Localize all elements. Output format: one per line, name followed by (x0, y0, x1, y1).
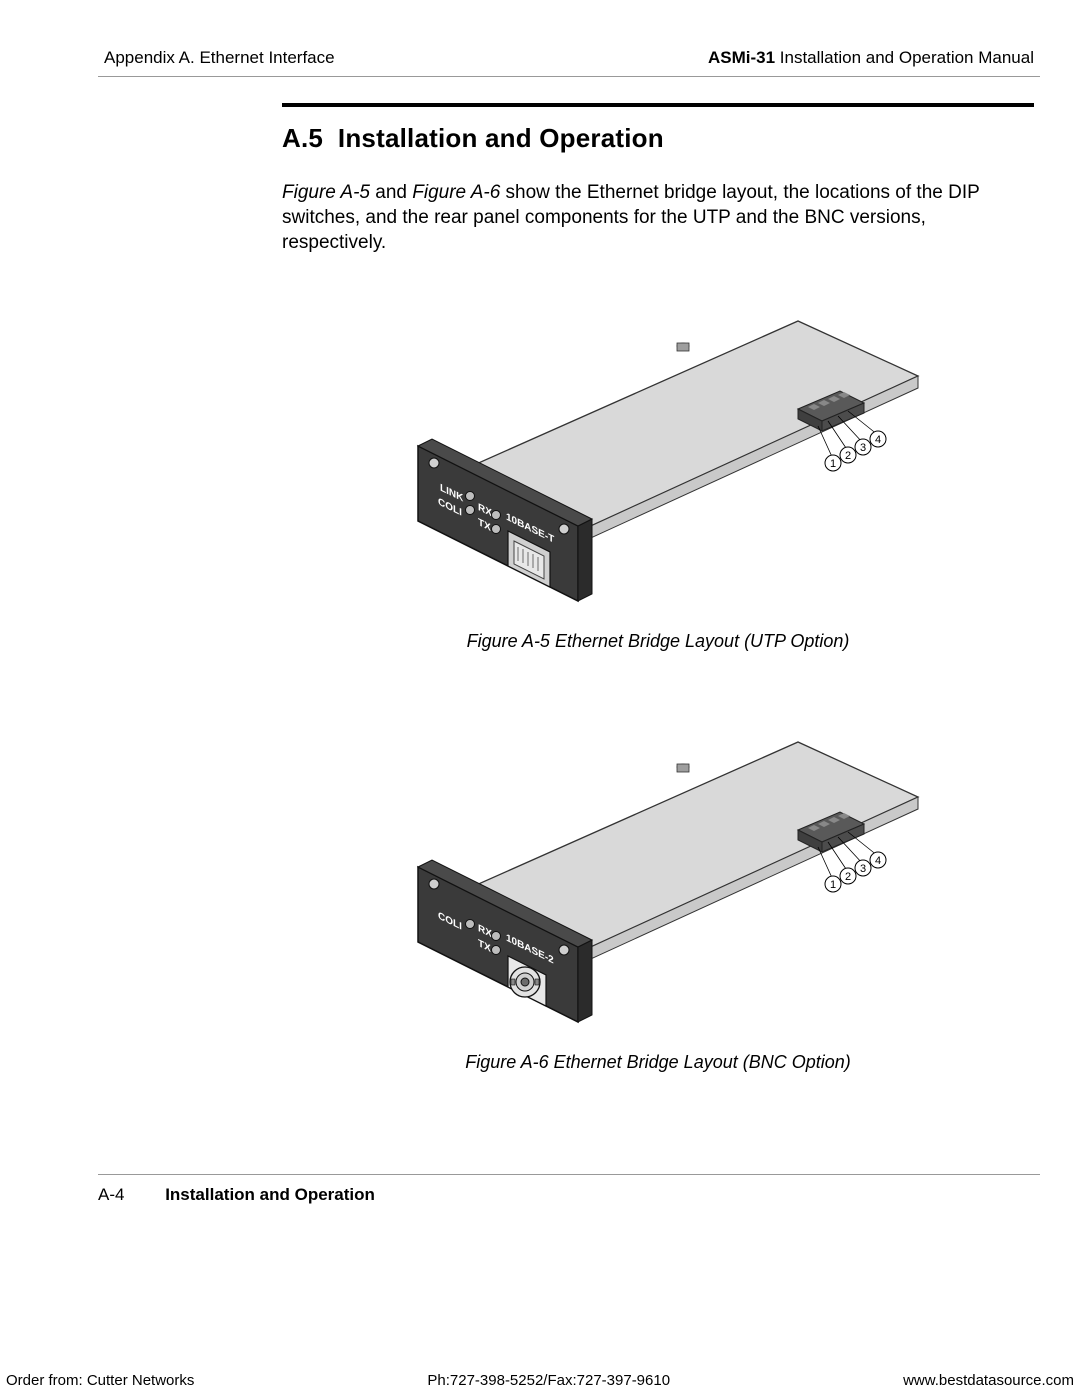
screw-icon (559, 945, 569, 955)
callout-3-label: 3 (860, 442, 866, 454)
screw-icon (429, 879, 439, 889)
header-right: ASMi-31 Installation and Operation Manua… (708, 48, 1034, 68)
source-left: Order from: Cutter Networks (6, 1372, 194, 1389)
intro-paragraph: Figure A-5 and Figure A-6 show the Ether… (282, 180, 1034, 255)
header-doc-title: Installation and Operation Manual (775, 48, 1034, 67)
page-footer: A-4 Installation and Operation (98, 1185, 375, 1205)
running-header: Appendix A. Ethernet Interface ASMi-31 I… (98, 48, 1040, 74)
section-heading: A.5 Installation and Operation (282, 123, 1034, 154)
figure-a6: 1 2 3 4 COLI (282, 712, 1034, 1073)
standoff-body (677, 764, 689, 772)
led-coli-icon (466, 920, 475, 929)
figure-a5-caption: Figure A-5 Ethernet Bridge Layout (UTP O… (467, 631, 850, 652)
callout-2-label: 2 (845, 871, 851, 883)
callout-3-label: 3 (860, 863, 866, 875)
header-left: Appendix A. Ethernet Interface (104, 48, 335, 68)
section-number: A.5 (282, 123, 323, 153)
screw-icon (559, 524, 569, 534)
led-rx-icon (492, 511, 501, 520)
section-title-text: Installation and Operation (338, 123, 664, 153)
page-number: A-4 (98, 1185, 124, 1204)
callout-4-label: 4 (875, 855, 881, 867)
screw-icon (429, 458, 439, 468)
footer-title: Installation and Operation (165, 1185, 375, 1204)
figure-a5: 1 2 3 4 (282, 291, 1034, 652)
figure-a6-diagram: 1 2 3 4 COLI (378, 712, 938, 1042)
page: Appendix A. Ethernet Interface ASMi-31 I… (0, 0, 1080, 1073)
source-center: Ph:727-398-5252/Fax:727-397-9610 (427, 1372, 670, 1389)
led-link-icon (466, 492, 475, 501)
callout-1-label: 1 (830, 879, 836, 891)
led-coli-icon (466, 506, 475, 515)
ref-figure-a5: Figure A-5 (282, 182, 370, 203)
header-rule (98, 76, 1040, 77)
led-tx-icon (492, 525, 501, 534)
header-product: ASMi-31 (708, 48, 775, 67)
standoff-body (677, 343, 689, 351)
callout-2-label: 2 (845, 450, 851, 462)
led-tx-icon (492, 946, 501, 955)
section-rule (282, 103, 1034, 107)
footer-rule (98, 1174, 1040, 1175)
para-mid: and (370, 182, 412, 203)
led-rx-icon (492, 932, 501, 941)
source-right: www.bestdatasource.com (903, 1372, 1074, 1389)
callout-4-label: 4 (875, 434, 881, 446)
figure-a6-caption: Figure A-6 Ethernet Bridge Layout (BNC O… (465, 1052, 851, 1073)
source-bar: Order from: Cutter Networks Ph:727-398-5… (0, 1372, 1080, 1389)
callout-1-label: 1 (830, 458, 836, 470)
ref-figure-a6: Figure A-6 (412, 182, 500, 203)
content-column: A.5 Installation and Operation Figure A-… (282, 103, 1034, 1073)
figure-a5-diagram: 1 2 3 4 (378, 291, 938, 621)
